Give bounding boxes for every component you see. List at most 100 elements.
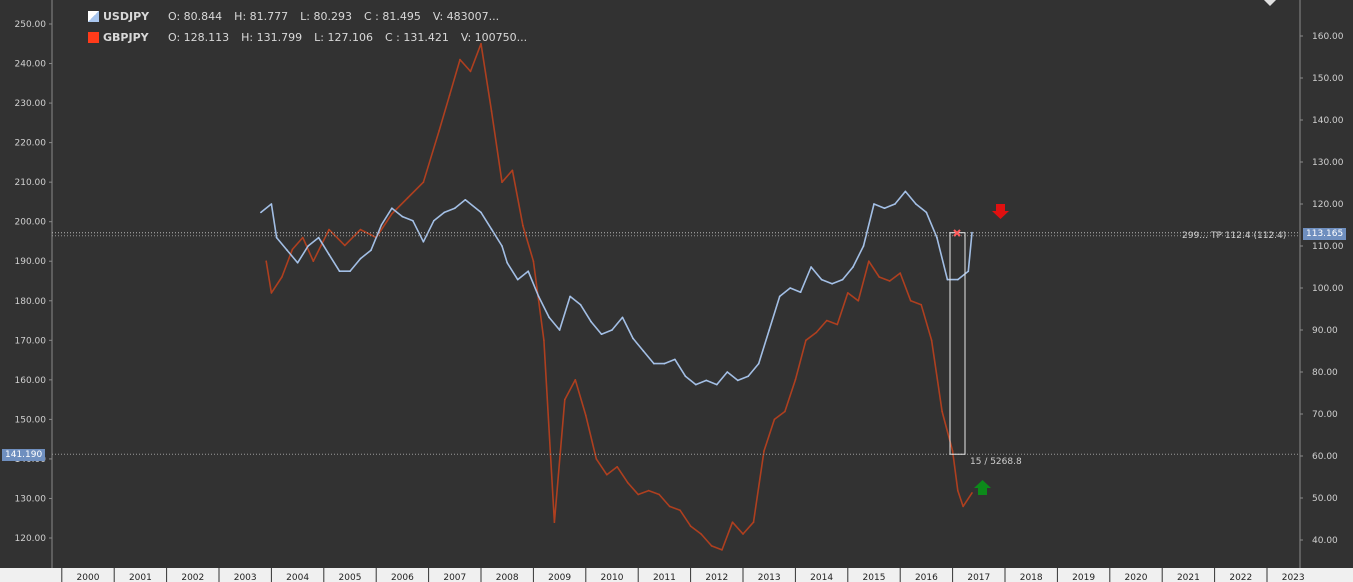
gbpjpy-point [344, 244, 346, 247]
usdjpy-point [401, 215, 404, 218]
left-tick-label: 190.00 [15, 257, 47, 267]
right-price-tag: 113.165 [1303, 228, 1347, 240]
usdjpy-point [726, 371, 729, 373]
usdjpy-point [705, 379, 708, 382]
gbpjpy-point [459, 58, 461, 61]
gbpjpy-point [689, 525, 692, 527]
usdjpy-point [621, 316, 624, 319]
usdjpy-point [307, 245, 309, 247]
usdjpy-point [506, 262, 509, 264]
usdjpy-point [799, 291, 802, 294]
x-tick-label: 2020 [1125, 573, 1148, 582]
gbpjpy-swatch [88, 32, 99, 43]
left-tick-label: 150.00 [15, 415, 47, 425]
usdjpy-point [632, 337, 634, 340]
usdjpy-point [370, 249, 372, 251]
usdjpy-point [548, 316, 550, 319]
gbpjpy-point [406, 197, 409, 199]
gbpjpy-point [836, 323, 839, 326]
right-tick-label: 90.00 [1312, 326, 1338, 336]
gbpjpy-point [637, 493, 639, 496]
usdjpy-point [971, 231, 973, 234]
gbpjpy-point [888, 280, 891, 282]
usdjpy-point [925, 211, 928, 214]
usdjpy-point [789, 287, 791, 289]
left-tick-label: 170.00 [15, 336, 47, 346]
usdjpy-point [957, 278, 959, 281]
gbpjpy-point [752, 521, 755, 523]
x-tick-label: 2010 [601, 573, 624, 582]
usdjpy-point [663, 362, 666, 365]
usdjpy-point [516, 278, 519, 281]
legend-low: L: 80.293 [300, 10, 352, 23]
usdjpy-point [820, 278, 823, 281]
gbpjpy-point [794, 379, 797, 381]
usdjpy-point [501, 245, 503, 247]
x-tick-label: 2006 [391, 573, 414, 582]
legend-high: H: 81.777 [234, 10, 289, 23]
gbpjpy-point [971, 492, 973, 494]
gbpjpy-point [930, 339, 933, 342]
usdjpy-point [569, 295, 571, 298]
legend: USDJPY O: 80.844 H: 81.777 L: 80.293 C :… [88, 6, 539, 48]
gbpjpy-point [679, 509, 681, 512]
usdjpy-point [778, 295, 781, 298]
left-tick-label: 130.00 [15, 494, 47, 504]
gbpjpy-point [957, 489, 959, 492]
usdjpy-point [831, 283, 833, 285]
gbpjpy-point [668, 505, 671, 508]
gbpjpy-point [359, 228, 362, 231]
usdjpy-point [412, 220, 414, 222]
right-tick-label: 150.00 [1312, 74, 1344, 84]
usdjpy-point [480, 211, 482, 214]
gbpjpy-point [522, 224, 524, 227]
legend-close: C : 131.421 [384, 31, 449, 44]
right-tick-label: 160.00 [1312, 32, 1344, 42]
gbpjpy-point [826, 319, 828, 322]
gbpjpy-point [501, 181, 503, 183]
right-tick-label: 130.00 [1312, 158, 1344, 168]
gbpjpy-point [658, 493, 660, 496]
x-tick-label: 2016 [915, 573, 938, 582]
usdjpy-point [674, 358, 676, 361]
usdjpy-point [611, 329, 613, 331]
gbpjpy-point [899, 272, 901, 274]
x-tick-label: 2018 [1020, 573, 1043, 582]
right-tick-label: 70.00 [1312, 410, 1338, 420]
usdjpy-point [684, 375, 687, 378]
x-tick-label: 2022 [1229, 573, 1252, 582]
legend-symbol: USDJPY [103, 10, 150, 23]
usdjpy-point [590, 320, 592, 323]
x-tick-label: 2005 [339, 573, 362, 582]
left-tick-label: 180.00 [15, 297, 47, 307]
gbpjpy-point [438, 130, 440, 132]
right-tick-label: 40.00 [1312, 536, 1338, 546]
usdjpy-point [422, 241, 425, 243]
sell-arrow-icon [992, 204, 1009, 219]
usdjpy-point [317, 236, 320, 239]
right-tick-label: 60.00 [1312, 452, 1338, 462]
gbpjpy-point [773, 418, 776, 421]
usdjpy-point [260, 211, 262, 214]
gbpjpy-point [469, 70, 472, 73]
usdjpy-point [841, 278, 844, 281]
x-tick-label: 2017 [967, 573, 990, 582]
gbpjpy-point [909, 300, 912, 302]
legend-close: C : 81.495 [363, 10, 421, 23]
gbpjpy-point [784, 410, 786, 413]
usdjpy-point [904, 190, 907, 193]
right-tick-label: 120.00 [1312, 200, 1344, 210]
plot-background [52, 0, 1300, 568]
usdjpy-point [443, 211, 446, 214]
legend-usdjpy[interactable]: USDJPY O: 80.844 H: 81.777 L: 80.293 C :… [88, 6, 539, 27]
gbpjpy-point [941, 410, 943, 413]
gbpjpy-point [962, 505, 964, 508]
usdjpy-point [349, 270, 351, 273]
x-tick-label: 2000 [77, 573, 100, 582]
gbpjpy-point [700, 533, 702, 535]
usdjpy-point [642, 350, 645, 352]
legend-gbpjpy[interactable]: GBPJPY O: 128.113 H: 131.799 L: 127.106 … [88, 27, 539, 48]
